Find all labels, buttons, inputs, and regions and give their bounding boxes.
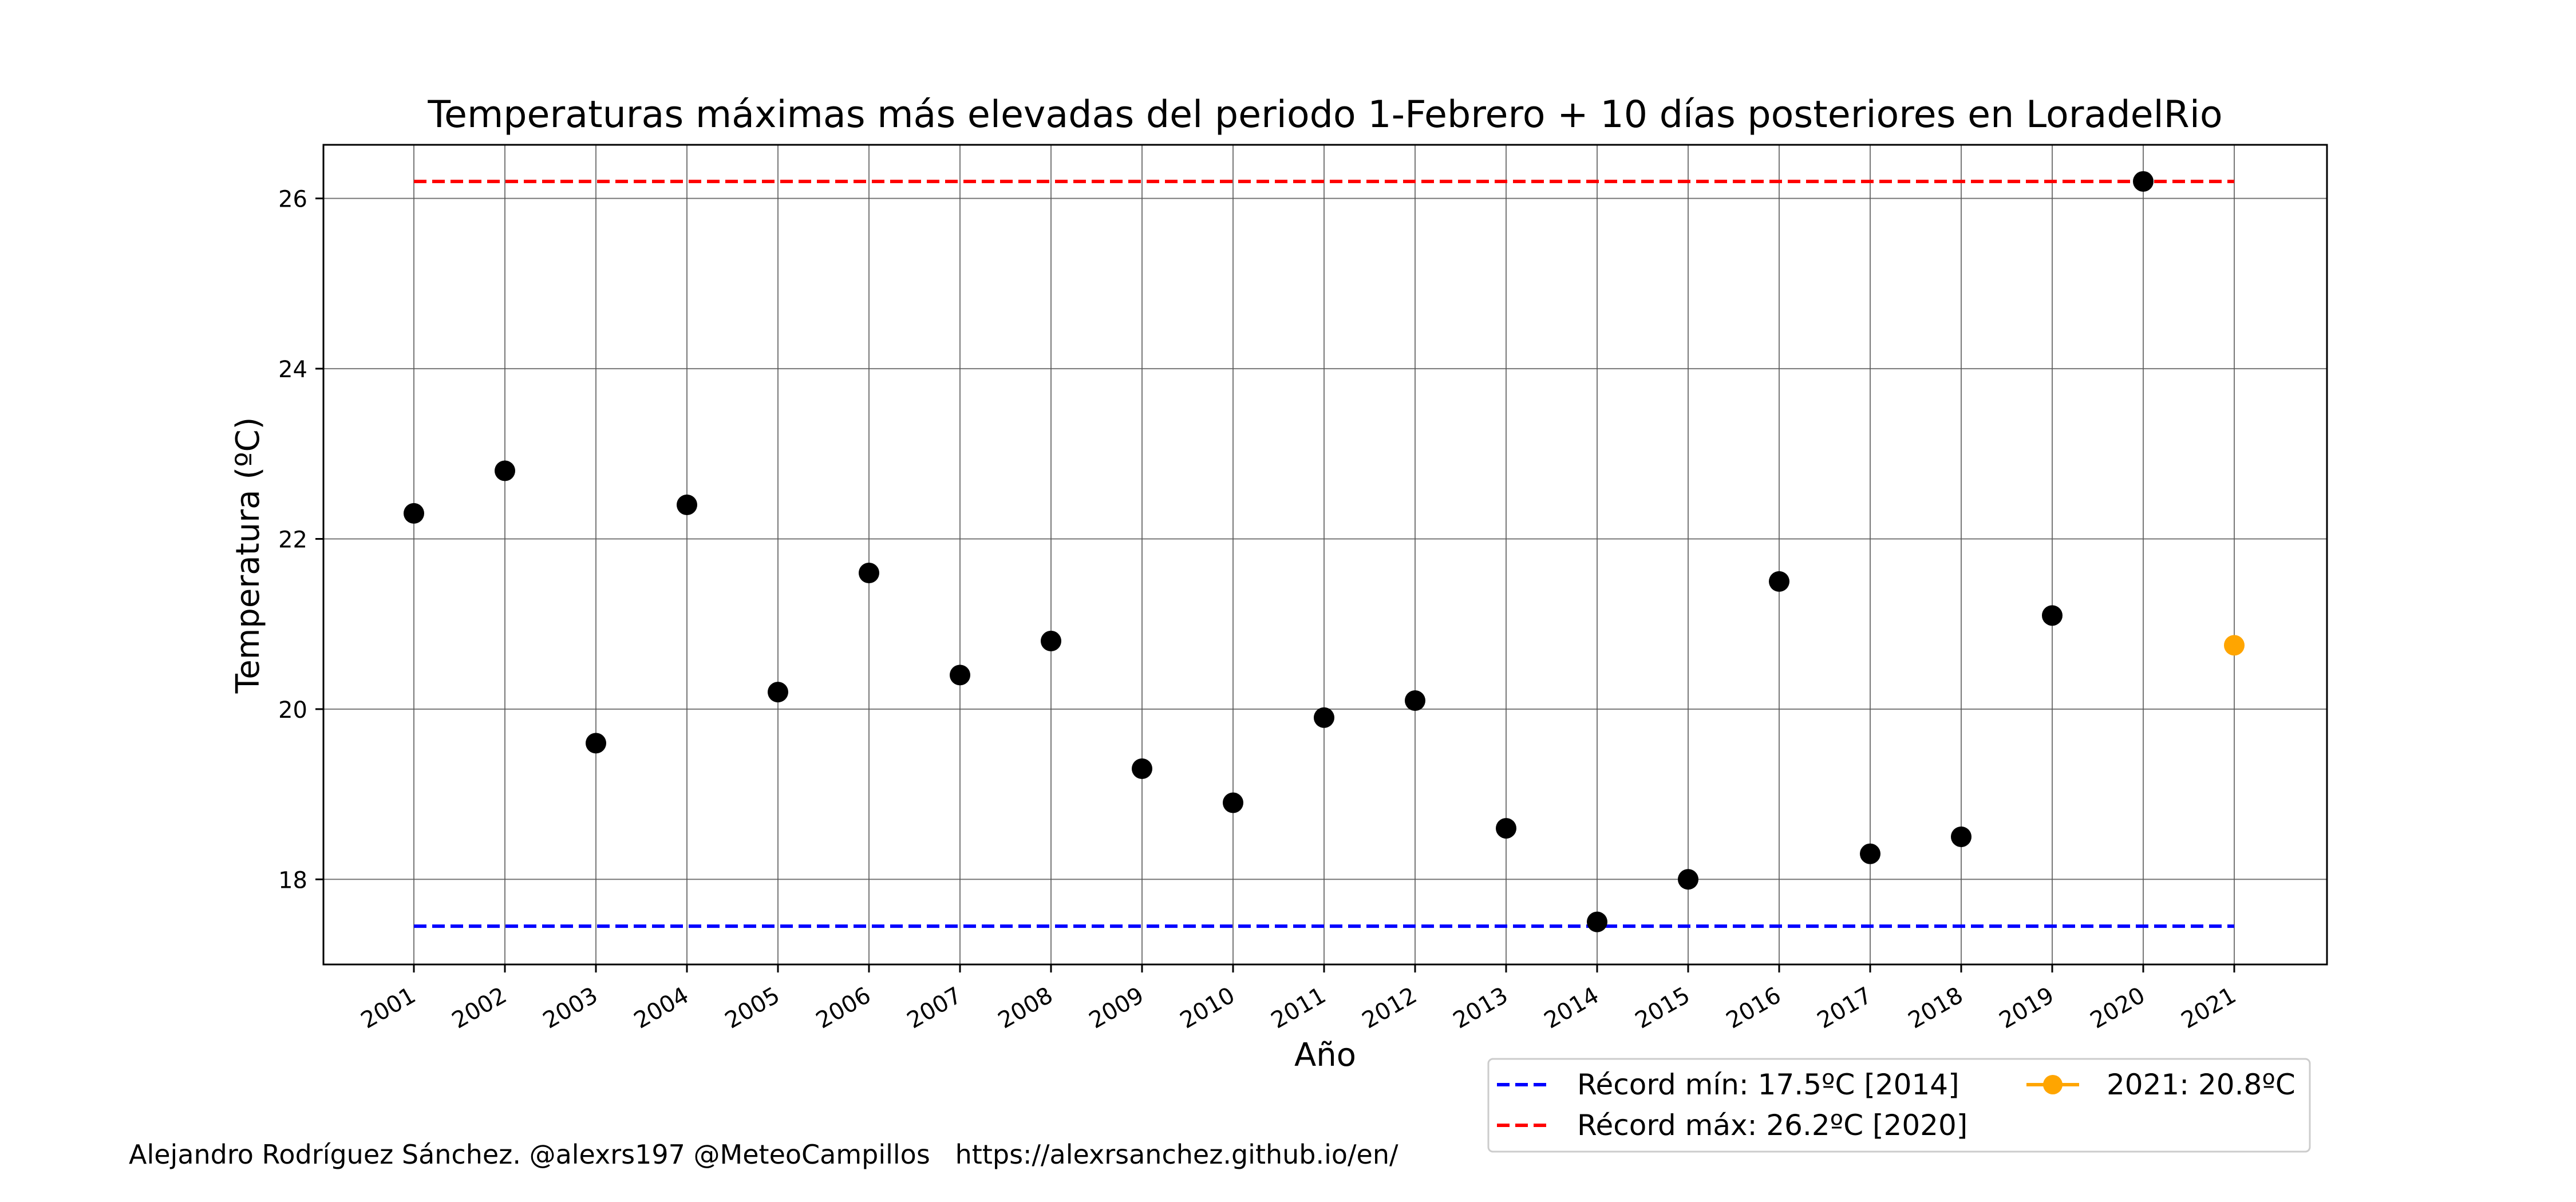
data-point [1041,630,1061,651]
data-point [1223,792,1243,813]
legend-label: Récord mín: 17.5ºC [2014] [1577,1068,1959,1101]
data-point [859,562,879,583]
data-point [2042,605,2063,626]
y-tick-label: 24 [278,357,307,383]
data-point [1314,707,1334,728]
data-point [1405,690,1425,711]
data-point [2133,171,2154,192]
data-point [495,460,515,481]
data-point [1769,571,1789,592]
legend-label: Récord máx: 26.2ºC [2020] [1577,1109,1967,1142]
data-point [1951,826,1971,847]
author-credit: Alejandro Rodríguez Sánchez. @alexrs197 … [129,1139,1398,1170]
data-point-2021 [2224,635,2245,656]
plot-frame [322,144,2328,966]
data-point [677,495,697,516]
data-point [404,503,424,524]
y-axis-label: Temperatura (ºC) [230,417,267,694]
data-point [1132,758,1152,779]
legend-label: 2021: 20.8ºC [2107,1068,2296,1101]
data-point [1587,911,1607,932]
data-point [950,665,970,686]
data-point [586,733,606,754]
data-point [768,682,788,703]
x-axis-label: Año [1294,1037,1356,1074]
legend-marker-handle [2043,1075,2063,1094]
y-tick-label: 20 [278,697,307,723]
y-tick-label: 22 [278,527,307,553]
data-point [1860,843,1880,864]
y-tick-label: 26 [278,187,307,213]
chart-title: Temperaturas máximas más elevadas del pe… [427,93,2222,136]
data-point [1678,869,1698,890]
y-tick-label: 18 [278,867,307,893]
legend-box [1487,1058,2311,1153]
data-point [1496,818,1516,839]
